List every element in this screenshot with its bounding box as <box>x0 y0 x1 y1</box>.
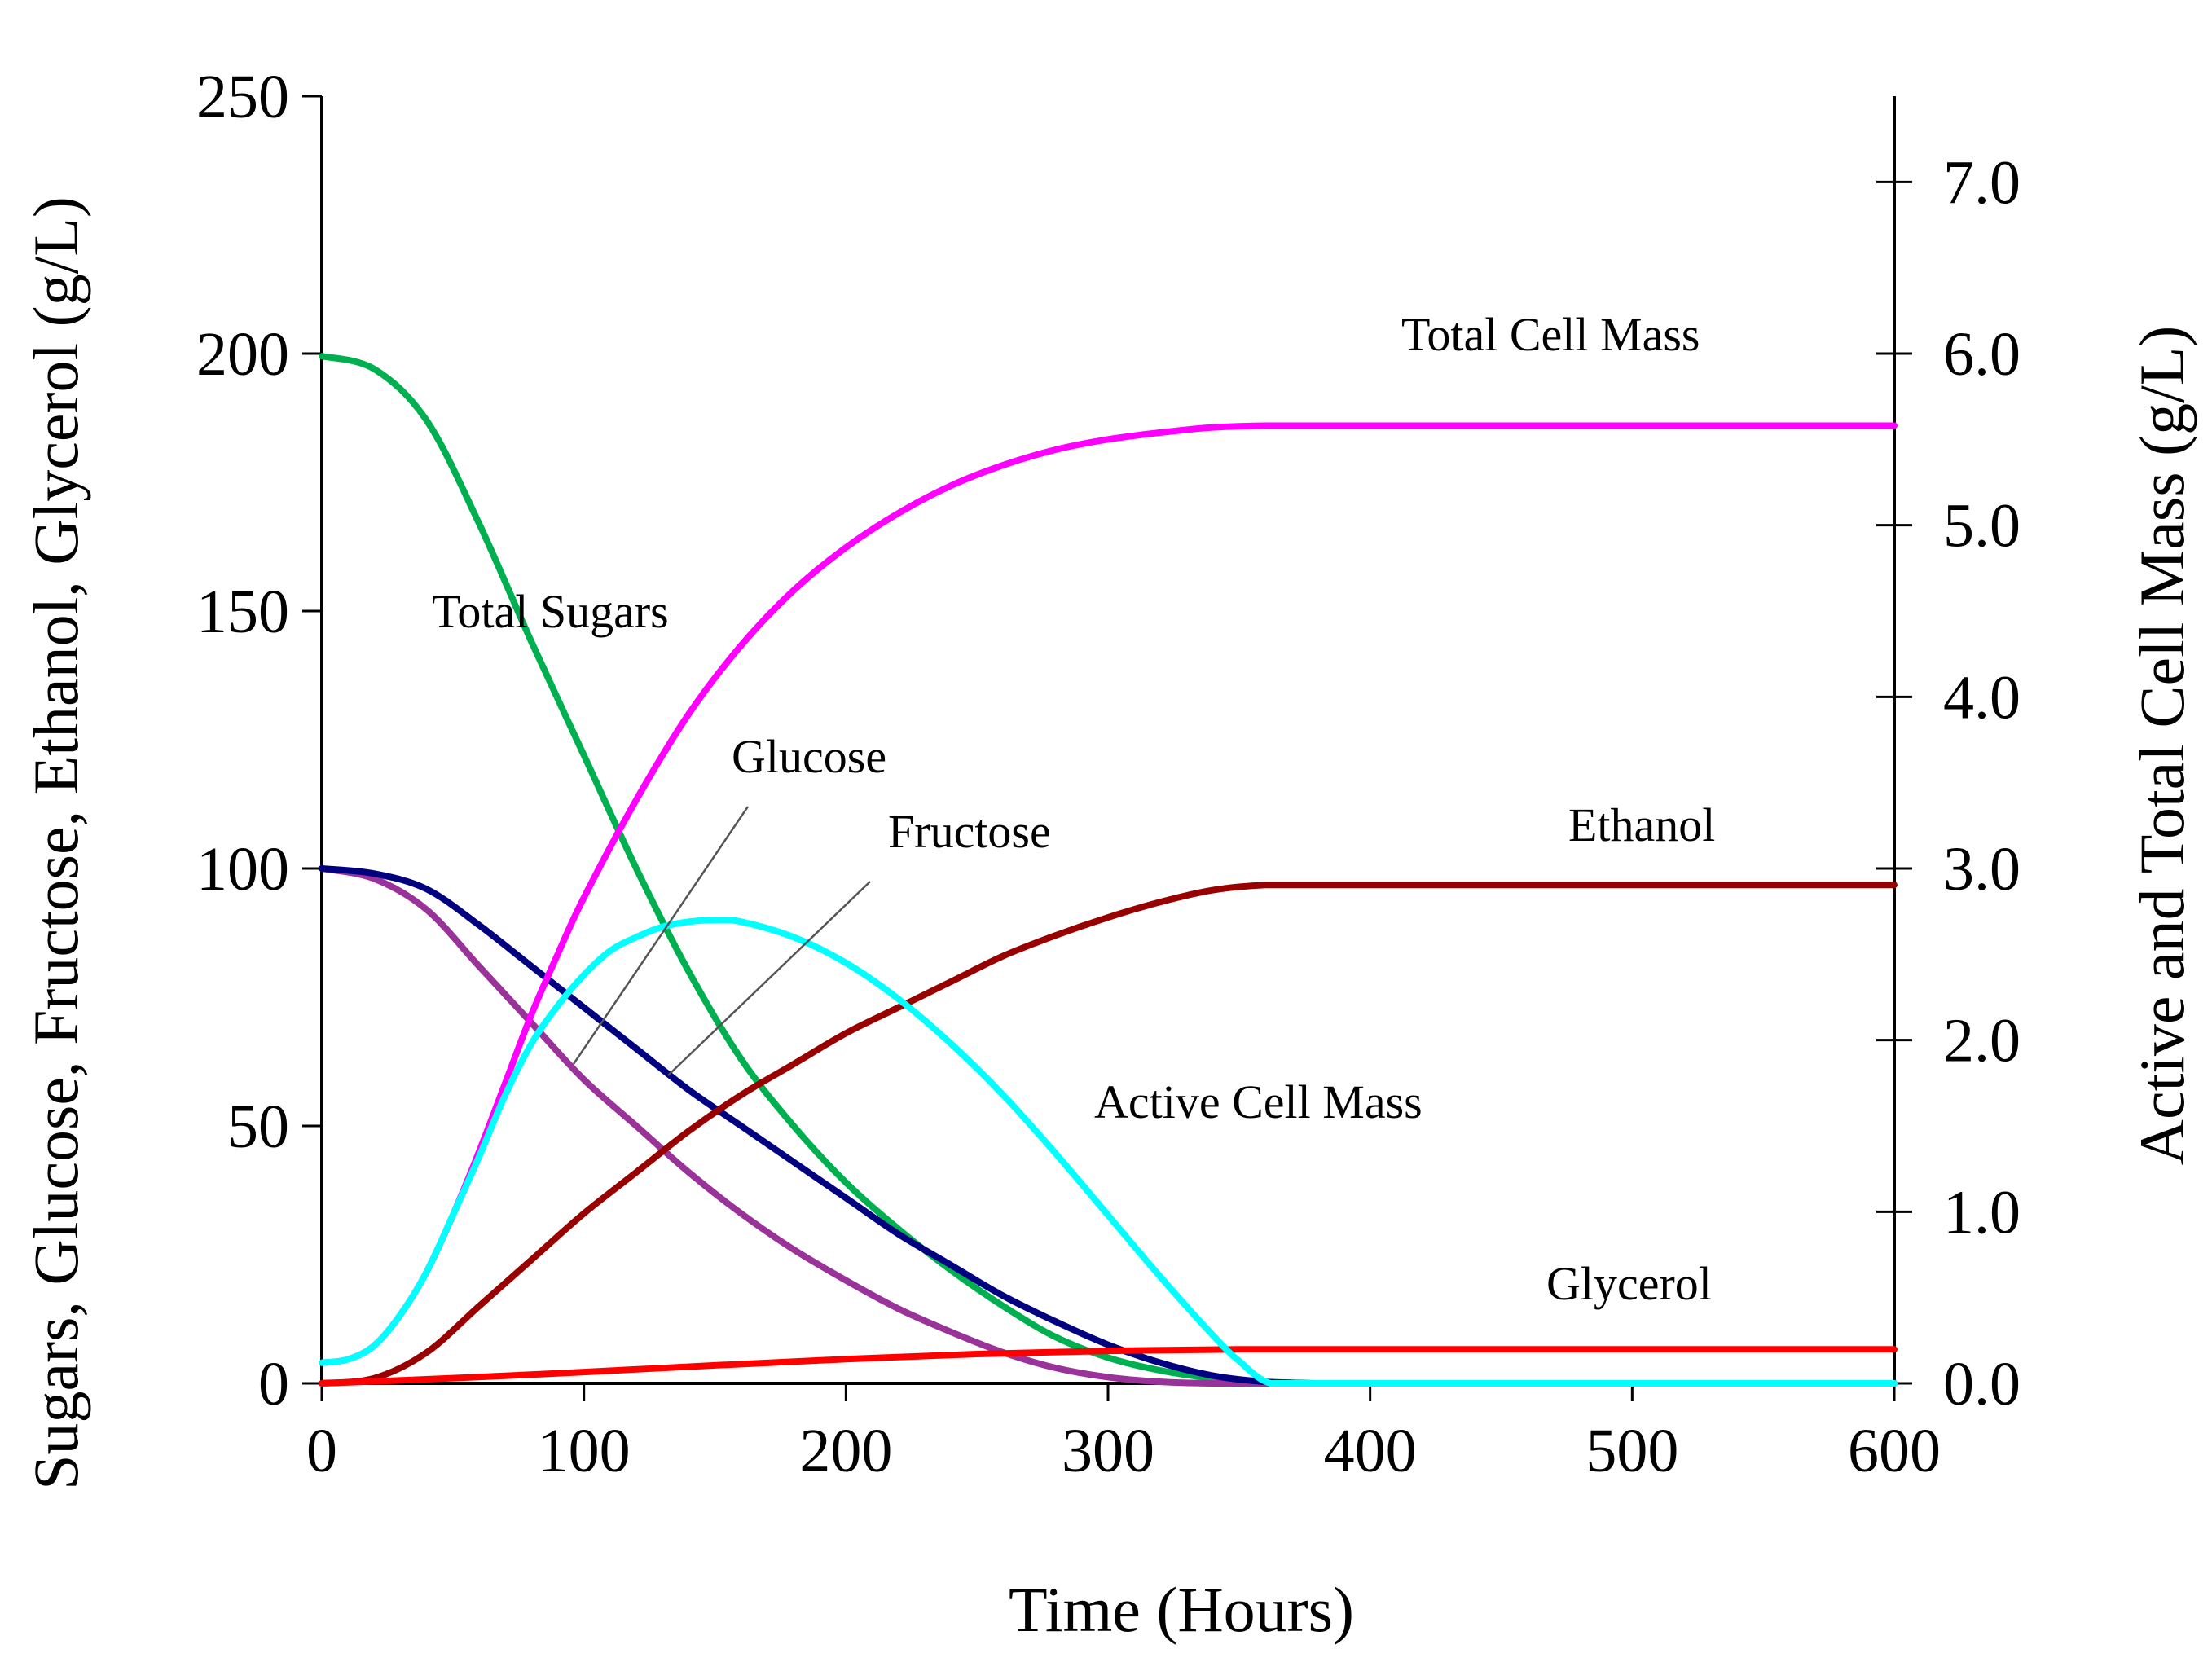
y-tick-label: 50 <box>227 1093 289 1161</box>
y2-tick-label: 1.0 <box>1943 1178 2021 1246</box>
x-tick-label: 600 <box>1848 1417 1941 1485</box>
x-tick-label: 0 <box>306 1417 337 1485</box>
annotation-ethanol: Ethanol <box>1568 798 1715 851</box>
y-tick-label: 150 <box>196 578 289 646</box>
annotation-active-cell-mass: Active Cell Mass <box>1094 1075 1423 1128</box>
glucose-leader-line <box>572 806 750 1065</box>
annotation-total-cell-mass: Total Cell Mass <box>1401 308 1700 361</box>
series-active-cell-mass <box>319 916 1898 1387</box>
x-tick-label: 100 <box>538 1417 631 1485</box>
fructose-leader-line <box>667 881 871 1076</box>
y2-tick-label: 6.0 <box>1943 320 2021 389</box>
series-layer <box>319 353 1898 1387</box>
y2-tick-label: 2.0 <box>1943 1007 2021 1075</box>
tick-marks <box>302 95 1912 1401</box>
x-tick-label: 200 <box>799 1417 892 1485</box>
series-total-sugars <box>319 353 1898 1387</box>
y-tick-label: 0 <box>258 1350 289 1418</box>
annotation-fructose: Fructose <box>888 805 1051 858</box>
annotation-glucose: Glucose <box>732 730 886 783</box>
y-tick-label: 200 <box>196 320 289 389</box>
x-axis-title: Time (Hours) <box>1009 1574 1354 1645</box>
x-tick-label: 400 <box>1324 1417 1417 1485</box>
y2-tick-label: 3.0 <box>1943 835 2021 904</box>
y-axis-title: Sugars, Glucose, Fructose, Ethanol, Glyc… <box>20 196 91 1490</box>
y2-tick-label: 0.0 <box>1943 1350 2021 1418</box>
x-tick-label: 300 <box>1062 1417 1154 1485</box>
series-total-cell-mass <box>319 422 1898 1366</box>
y2-tick-label: 4.0 <box>1943 663 2021 732</box>
x-tick-label: 500 <box>1585 1417 1678 1485</box>
tick-labels: 0 100 200 300 400 500 600 0 50 100 150 200 250 0.0 1.0… <box>196 63 2021 1485</box>
y2-tick-label: 5.0 <box>1943 492 2021 561</box>
y2-tick-label: 7.0 <box>1943 148 2021 217</box>
series-ethanol <box>319 882 1898 1387</box>
series-glycerol <box>319 1346 1898 1387</box>
axes <box>320 96 1896 1385</box>
y2-axis-title: Active and Total Cell Mass (g/L) <box>2126 326 2197 1166</box>
y-tick-label: 250 <box>196 63 289 131</box>
annotation-leaders <box>572 806 871 1076</box>
y-tick-label: 100 <box>196 835 289 904</box>
annotation-total-sugars: Total Sugars <box>432 585 669 638</box>
annotation-glycerol: Glycerol <box>1546 1257 1712 1310</box>
